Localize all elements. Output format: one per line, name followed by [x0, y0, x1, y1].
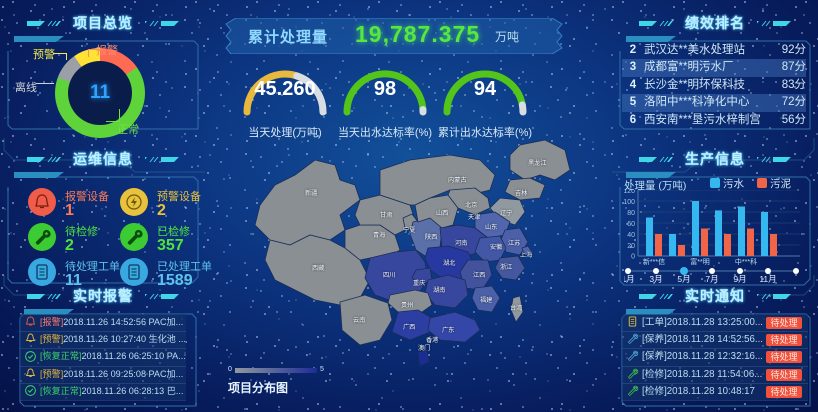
svg-text:新***信: 新***信: [643, 257, 665, 266]
svg-text:1月: 1月: [624, 274, 635, 284]
svg-text:100: 100: [624, 199, 635, 206]
svg-text:富**明: 富**明: [690, 257, 709, 266]
svg-text:3月: 3月: [649, 274, 662, 284]
svg-text:11月: 11月: [759, 274, 776, 284]
svg-text:40: 40: [627, 232, 635, 239]
svg-text:0: 0: [631, 254, 635, 261]
svg-text:80: 80: [627, 210, 635, 217]
svg-text:60: 60: [627, 221, 635, 228]
svg-text:中***科: 中***科: [735, 257, 757, 266]
svg-text:7月: 7月: [705, 274, 718, 284]
svg-text:5月: 5月: [677, 274, 690, 284]
svg-text:20: 20: [627, 243, 635, 250]
svg-text:120: 120: [624, 190, 635, 195]
svg-text:9月: 9月: [733, 274, 746, 284]
